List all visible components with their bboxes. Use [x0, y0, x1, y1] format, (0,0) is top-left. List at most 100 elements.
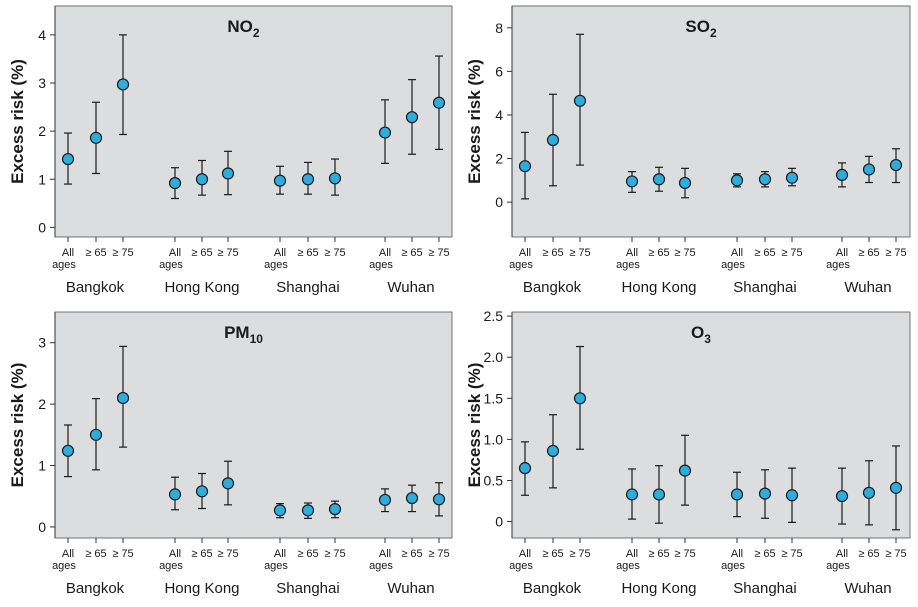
- panel-title-subscript: 2: [253, 26, 260, 40]
- x-group-label: ≥ 75: [781, 247, 802, 259]
- plot-area: [511, 311, 911, 539]
- data-point: [273, 504, 287, 517]
- data-point: [889, 481, 903, 494]
- x-group-label: ≥ 65: [542, 548, 563, 560]
- y-tick-label: 0: [495, 514, 503, 530]
- data-point: [195, 485, 209, 498]
- data-point: [432, 96, 446, 109]
- y-tick-label: 6: [495, 63, 503, 79]
- data-point: [116, 391, 130, 405]
- x-group-label: All: [379, 247, 391, 259]
- y-tick-label: 0: [38, 519, 46, 535]
- x-group-label-line2: ages: [721, 560, 745, 572]
- x-group-label: ≥ 75: [112, 548, 133, 560]
- y-tick-label: 4: [38, 27, 46, 43]
- x-city-label: Wuhan: [387, 279, 434, 296]
- x-group-label-line2: ages: [264, 560, 288, 572]
- panel-title: PM10: [224, 323, 263, 346]
- x-group-label-line2: ages: [616, 560, 640, 572]
- data-point: [730, 488, 744, 501]
- x-group-label-line2: ages: [52, 259, 76, 271]
- x-group-label: ≥ 65: [85, 548, 106, 560]
- y-axis-title: Excess risk (%): [465, 59, 484, 184]
- x-group-label: ≥ 75: [781, 548, 802, 560]
- x-group-label: All: [274, 247, 286, 259]
- x-city-label: Bangkok: [523, 279, 582, 296]
- data-point: [301, 504, 315, 517]
- panel-title-main: NO: [227, 17, 253, 36]
- panel-title-subscript: 2: [710, 26, 717, 40]
- data-point: [652, 173, 666, 186]
- x-group-label: All: [274, 548, 286, 560]
- data-point: [785, 171, 799, 184]
- x-group-label-line2: ages: [159, 259, 183, 271]
- x-group-label: All: [519, 247, 531, 259]
- data-point: [405, 491, 419, 505]
- x-group-label-line2: ages: [52, 560, 76, 572]
- data-point: [835, 168, 849, 181]
- data-point: [862, 486, 876, 499]
- x-group-label: ≥ 65: [191, 247, 212, 259]
- x-group-label: ≥ 65: [191, 548, 212, 560]
- x-group-label: All: [626, 548, 638, 560]
- panel-title-main: O: [691, 323, 704, 342]
- data-point: [405, 111, 419, 124]
- x-group-label: All: [519, 548, 531, 560]
- data-point: [758, 487, 772, 500]
- y-tick-label: 2: [495, 151, 503, 167]
- data-point: [730, 174, 744, 187]
- plot-area: [511, 5, 911, 238]
- panel-title-subscript: 10: [250, 332, 264, 346]
- x-group-label-line2: ages: [509, 259, 533, 271]
- data-point: [546, 444, 560, 457]
- data-point: [625, 488, 639, 501]
- data-point: [61, 444, 75, 457]
- panel-title-main: SO: [685, 17, 710, 36]
- data-point: [378, 493, 392, 507]
- x-group-label: ≥ 75: [324, 548, 345, 560]
- x-city-label: Shanghai: [733, 580, 796, 597]
- x-group-label: ≥ 65: [858, 548, 879, 560]
- y-tick-label: 0: [38, 219, 46, 235]
- x-city-label: Wuhan: [387, 580, 434, 597]
- data-point: [328, 172, 342, 185]
- data-point: [758, 173, 772, 186]
- x-group-label-line2: ages: [264, 259, 288, 271]
- x-group-label-line2: ages: [369, 560, 393, 572]
- y-tick-label: 1: [38, 171, 46, 187]
- data-point: [625, 175, 639, 188]
- x-group-label: ≥ 65: [858, 247, 879, 259]
- y-tick-label: 2: [38, 123, 46, 139]
- y-tick-label: 3: [38, 335, 46, 351]
- x-city-label: Hong Kong: [621, 279, 696, 296]
- y-tick-label: 0.5: [484, 472, 504, 488]
- panel-title: O3: [691, 323, 711, 346]
- y-tick-label: 2.5: [484, 308, 504, 324]
- data-point: [273, 174, 287, 187]
- x-group-label: ≥ 65: [648, 247, 669, 259]
- data-point: [652, 488, 666, 501]
- x-group-label-line2: ages: [509, 560, 533, 572]
- data-point: [116, 78, 130, 91]
- x-city-label: Wuhan: [844, 279, 891, 296]
- panel-title: SO2: [685, 17, 717, 40]
- data-point: [518, 160, 532, 173]
- x-group-label: ≥ 75: [569, 247, 590, 259]
- data-point: [862, 163, 876, 176]
- x-group-label: ≥ 65: [754, 247, 775, 259]
- panel-title-main: PM: [224, 323, 250, 342]
- data-point: [785, 489, 799, 502]
- x-group-label: ≥ 65: [297, 247, 318, 259]
- x-group-label: All: [626, 247, 638, 259]
- data-point: [835, 489, 849, 503]
- x-city-label: Hong Kong: [164, 279, 239, 296]
- x-group-label: ≥ 75: [112, 247, 133, 259]
- panel-title-subscript: 3: [704, 332, 711, 346]
- y-axis-title: Excess risk (%): [8, 363, 27, 488]
